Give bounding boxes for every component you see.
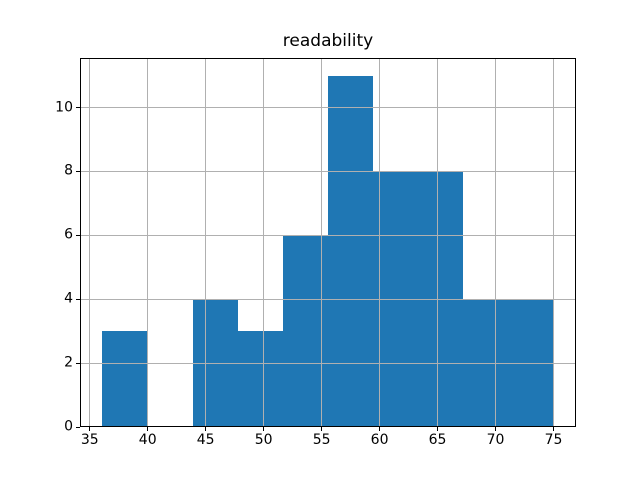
x-gridline — [321, 58, 323, 427]
x-tick-mark — [437, 427, 439, 431]
histogram-bar — [237, 331, 283, 427]
x-tick-mark — [147, 427, 149, 431]
y-tick-mark — [76, 107, 80, 109]
x-gridline — [437, 58, 439, 427]
y-tick-label: 2 — [64, 354, 73, 371]
x-tick-mark — [495, 427, 497, 431]
x-tick-mark — [263, 427, 265, 431]
y-tick-mark — [76, 426, 80, 428]
x-tick-label: 75 — [544, 432, 563, 448]
y-gridline — [80, 362, 576, 364]
x-tick-label: 65 — [428, 432, 447, 448]
histogram-bar — [282, 235, 328, 427]
y-gridline — [80, 234, 576, 236]
y-gridline — [80, 426, 576, 427]
y-tick-label: 8 — [64, 162, 73, 179]
x-gridline — [553, 58, 554, 427]
x-tick-mark — [379, 427, 381, 431]
plot-area — [80, 58, 576, 427]
chart-title: readability — [282, 31, 374, 51]
x-tick-label: 55 — [312, 432, 331, 448]
x-gridline — [263, 58, 265, 427]
y-tick-label: 0 — [64, 418, 73, 435]
x-gridline — [89, 58, 91, 427]
y-gridline — [80, 298, 576, 300]
x-tick-mark — [205, 427, 207, 431]
x-gridline — [379, 58, 381, 427]
x-tick-mark — [553, 427, 554, 431]
y-tick-mark — [76, 362, 80, 364]
y-tick-label: 6 — [64, 226, 73, 243]
x-tick-mark — [89, 427, 91, 431]
histogram-bar — [102, 331, 148, 427]
histogram-bar — [328, 75, 374, 427]
y-tick-mark — [76, 234, 80, 236]
y-tick-mark — [76, 170, 80, 172]
y-tick-label: 10 — [55, 99, 73, 116]
x-tick-label: 60 — [370, 432, 389, 448]
x-gridline — [205, 58, 207, 427]
x-tick-label: 50 — [254, 432, 273, 448]
x-tick-label: 45 — [196, 432, 215, 448]
y-gridline — [80, 170, 576, 172]
y-tick-mark — [76, 298, 80, 300]
y-tick-label: 4 — [64, 290, 73, 307]
x-tick-label: 70 — [486, 432, 505, 448]
x-gridline — [495, 58, 497, 427]
x-tick-label: 40 — [138, 432, 157, 448]
y-gridline — [80, 107, 576, 109]
x-tick-label: 35 — [80, 432, 99, 448]
x-gridline — [147, 58, 149, 427]
x-tick-mark — [321, 427, 323, 431]
